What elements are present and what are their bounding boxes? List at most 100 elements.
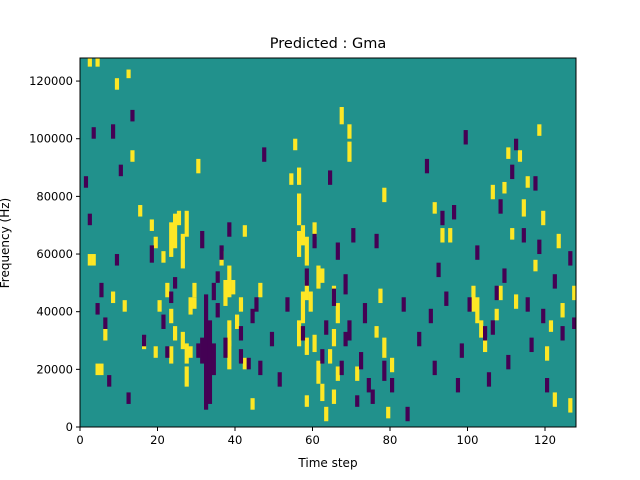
heatmap-cell-low bbox=[440, 210, 445, 226]
heatmap-cell-low bbox=[335, 242, 340, 260]
heatmap-cell-high bbox=[556, 233, 561, 249]
heatmap-cell-low bbox=[525, 297, 530, 312]
heatmap-cell-low bbox=[219, 245, 224, 260]
heatmap-cell-high bbox=[331, 328, 337, 347]
heatmap-cell-high bbox=[475, 297, 480, 324]
y-tick-label: 60000 bbox=[36, 247, 73, 261]
y-tick-label: 80000 bbox=[36, 189, 73, 203]
heatmap-cell-high bbox=[517, 150, 523, 162]
heatmap-cell-high bbox=[192, 297, 197, 309]
heatmap-cell-low bbox=[114, 254, 120, 266]
heatmap-cell-low bbox=[142, 334, 147, 347]
heatmap-cell-high bbox=[312, 334, 317, 353]
heatmap-cell-low bbox=[568, 251, 573, 266]
heatmap-cell-low bbox=[87, 213, 92, 226]
heatmap-cell-high bbox=[533, 259, 538, 272]
heatmap-cell-high bbox=[297, 193, 302, 226]
heatmap-cell-high bbox=[297, 230, 302, 257]
heatmap-cell-high bbox=[498, 285, 503, 301]
heatmap-cell-high bbox=[157, 300, 162, 312]
heatmap-cell-high bbox=[316, 265, 321, 289]
heatmap-cell-low bbox=[490, 320, 495, 335]
heatmap-cell-low bbox=[149, 245, 154, 263]
heatmap-cell-low bbox=[99, 282, 104, 298]
heatmap-cell-low bbox=[521, 228, 526, 243]
heatmap-cell-low bbox=[347, 320, 352, 341]
heatmap-cell-high bbox=[347, 124, 352, 139]
heatmap-cell-low bbox=[111, 124, 116, 139]
heatmap-cell-low bbox=[215, 271, 220, 283]
heatmap-cell-high bbox=[184, 343, 189, 364]
heatmap-cell-low bbox=[118, 164, 123, 177]
heatmap-cell-high bbox=[510, 228, 515, 240]
heatmap-cell-high bbox=[242, 225, 247, 237]
x-axis: 0 20 40 60 80 100 120 bbox=[76, 427, 556, 447]
heatmap-cell-high bbox=[184, 366, 189, 387]
heatmap-cell-low bbox=[374, 233, 379, 249]
plot-area bbox=[79, 57, 577, 428]
heatmap-cell-low bbox=[200, 337, 205, 364]
heatmap-cell-high bbox=[169, 222, 174, 257]
heatmap-cell-high bbox=[331, 389, 337, 404]
heatmap-cell-low bbox=[126, 392, 131, 404]
heatmap-cell-high bbox=[552, 392, 557, 407]
heatmap-cell-low bbox=[510, 164, 515, 180]
heatmap-cell-low bbox=[514, 138, 519, 151]
heatmap-cell-high bbox=[227, 265, 232, 298]
heatmap-cell-high bbox=[180, 331, 185, 350]
heatmap-cell-high bbox=[95, 363, 100, 376]
heatmap-cell-high bbox=[130, 150, 135, 162]
heatmap-cell-low bbox=[483, 326, 488, 341]
heatmap-cell-low bbox=[444, 291, 449, 306]
heatmap-cell-high bbox=[545, 346, 550, 361]
heatmap-cell-low bbox=[328, 170, 333, 185]
x-tick-label: 40 bbox=[228, 433, 243, 447]
heatmap-cell-low bbox=[227, 222, 232, 237]
heatmap-cell-high bbox=[149, 219, 154, 231]
heatmap-cell-low bbox=[382, 360, 387, 381]
heatmap-cell-high bbox=[126, 69, 131, 79]
heatmap-cell-low bbox=[506, 354, 511, 370]
heatmap-cell-low bbox=[362, 303, 368, 324]
chart-title: Predicted : Gma bbox=[270, 36, 386, 52]
heatmap-cell-high bbox=[235, 314, 240, 329]
heatmap-cell-low bbox=[537, 239, 542, 255]
heatmap-cell-low bbox=[165, 346, 170, 358]
x-tick-label: 60 bbox=[305, 433, 320, 447]
heatmap-cell-high bbox=[432, 202, 437, 214]
heatmap-cell-high bbox=[541, 210, 546, 226]
heatmap-cell-high bbox=[382, 187, 387, 203]
heatmap-cell-low bbox=[204, 294, 209, 410]
heatmap-cell-low bbox=[405, 406, 410, 422]
heatmap-cell-low bbox=[200, 230, 205, 249]
heatmap-cell-low bbox=[161, 314, 166, 329]
heatmap-cell-high bbox=[479, 320, 484, 338]
heatmap-cell-high bbox=[223, 279, 228, 306]
heatmap-cell-high bbox=[548, 320, 554, 332]
heatmap-cell-low bbox=[211, 343, 216, 376]
heatmap-cell-high bbox=[568, 398, 573, 413]
heatmap-cell-low bbox=[238, 326, 244, 341]
heatmap-cell-high bbox=[114, 78, 120, 90]
heatmap-cell-high bbox=[308, 291, 313, 312]
heatmap-cell-low bbox=[463, 130, 468, 145]
heatmap-cell-low bbox=[258, 360, 263, 376]
x-tick-label: 80 bbox=[383, 433, 398, 447]
heatmap-cell-high bbox=[173, 213, 178, 249]
heatmap-cell-high bbox=[514, 294, 519, 309]
heatmap-cell-low bbox=[304, 268, 309, 286]
heatmap-cell-low bbox=[529, 337, 534, 353]
heatmap-cell-high bbox=[196, 158, 201, 174]
heatmap-cell-low bbox=[95, 303, 100, 315]
heatmap-cell-high bbox=[169, 308, 174, 324]
heatmap-cell-low bbox=[432, 360, 437, 376]
heatmap-cell-high bbox=[91, 254, 96, 266]
heatmap-cell-high bbox=[382, 337, 387, 358]
heatmap-cell-low bbox=[215, 303, 220, 318]
y-axis: 0 20000 40000 60000 80000 100000 120000 bbox=[29, 74, 80, 434]
heatmap-cell-high bbox=[176, 210, 182, 226]
heatmap-cell-low bbox=[169, 291, 174, 304]
heatmap-cell-high bbox=[335, 366, 340, 381]
y-tick-label: 0 bbox=[66, 420, 73, 434]
